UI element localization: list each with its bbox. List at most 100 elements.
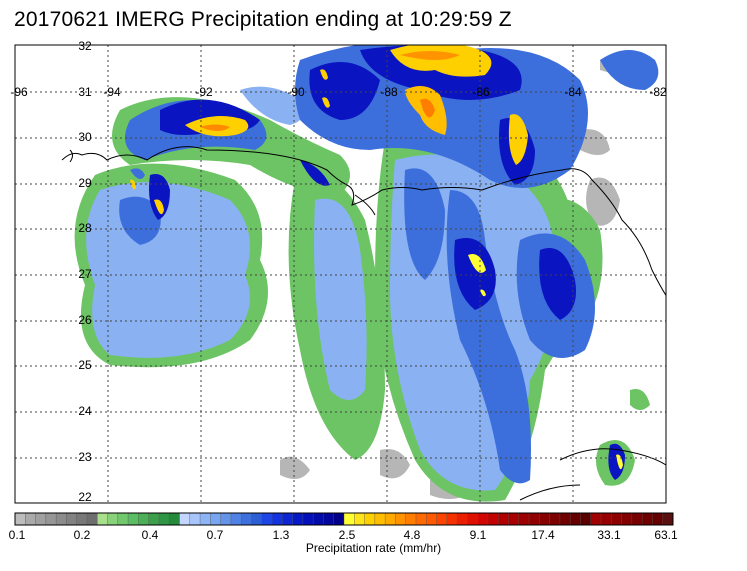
colorbar-frame <box>14 512 674 526</box>
lon-label: -94 <box>103 85 121 99</box>
colorbar-tick: 17.4 <box>531 528 555 542</box>
colorbar-cell <box>395 513 406 525</box>
colorbar-cell <box>529 513 540 525</box>
lon-label: -90 <box>287 85 305 99</box>
colorbar-cell <box>210 513 221 525</box>
colorbar-tick: 0.4 <box>141 528 159 542</box>
colorbar-cell <box>590 513 602 525</box>
colorbar-tick: 1.3 <box>272 528 290 542</box>
colorbar-cell <box>15 513 26 525</box>
lat-label: 24 <box>78 404 92 418</box>
lat-label: 32 <box>78 39 92 53</box>
colorbar-cell <box>457 513 468 525</box>
colorbar-cell <box>272 513 283 525</box>
colorbar <box>15 513 674 525</box>
grid-lines <box>15 45 666 503</box>
colorbar-cell <box>405 513 417 525</box>
colorbar-cell <box>323 513 335 525</box>
lat-label: 31 <box>78 85 92 99</box>
lon-label: -92 <box>195 85 213 99</box>
colorbar-cell <box>117 513 129 525</box>
map-title: 20170621 IMERG Precipitation ending at 1… <box>14 8 512 31</box>
colorbar-cell <box>292 513 304 525</box>
lat-label: 28 <box>78 221 92 235</box>
colorbar-cell <box>200 513 211 525</box>
colorbar-cell <box>642 513 653 525</box>
colorbar-cell <box>158 513 170 525</box>
longitude-labels: -96 -94 -92 -90 -88 -86 -84 -82 <box>10 85 667 99</box>
colorbar-cell <box>374 513 386 525</box>
colorbar-cell <box>631 513 643 525</box>
precipitation-field <box>61 45 666 502</box>
colorbar-cell <box>45 513 57 525</box>
lat-label: 26 <box>78 313 92 327</box>
colorbar-cell <box>333 513 345 525</box>
colorbar-cell <box>241 513 252 525</box>
colorbar-cell <box>611 513 622 525</box>
colorbar-cell <box>364 513 376 525</box>
colorbar-cell <box>467 513 478 525</box>
colorbar-cell <box>251 513 263 525</box>
colorbar-cell <box>97 513 108 525</box>
colorbar-tick: 4.8 <box>403 528 421 542</box>
colorbar-cell <box>539 513 550 525</box>
colorbar-units-label: Precipitation rate (mm/hr) <box>305 541 442 555</box>
colorbar-cell <box>56 513 67 525</box>
colorbar-cell <box>302 513 314 525</box>
colorbar-cell <box>415 513 427 525</box>
colorbar-cell <box>601 513 612 525</box>
coastlines <box>61 146 666 501</box>
colorbar-cell <box>652 513 664 525</box>
colorbar-cell <box>580 513 592 525</box>
colorbar-cell <box>66 513 77 525</box>
colorbar-tick: 63.1 <box>654 528 678 542</box>
colorbar-cell <box>138 513 149 525</box>
colorbar-tick: 0.2 <box>73 528 91 542</box>
colorbar-cell <box>518 513 530 525</box>
colorbar-cell <box>76 513 88 525</box>
lon-label: -84 <box>564 85 582 99</box>
colorbar-cell <box>621 513 633 525</box>
lon-label: -86 <box>472 85 490 99</box>
lat-label: 30 <box>78 130 92 144</box>
colorbar-cell <box>169 513 180 525</box>
lon-label: -82 <box>649 85 667 99</box>
lat-label: 27 <box>78 267 92 281</box>
lon-label: -96 <box>10 85 28 99</box>
colorbar-cell <box>313 513 324 525</box>
colorbar-tick: 0.1 <box>8 528 26 542</box>
lat-label: 25 <box>78 358 92 372</box>
colorbar-cell <box>549 513 561 525</box>
colorbar-cell <box>426 513 437 525</box>
colorbar-tick: 33.1 <box>597 528 621 542</box>
colorbar-cell <box>282 513 293 525</box>
colorbar-cell <box>25 513 36 525</box>
colorbar-cell <box>128 513 139 525</box>
lat-label: 22 <box>78 490 92 504</box>
colorbar-cell <box>354 513 365 525</box>
colorbar-cell <box>344 513 355 525</box>
lon-label: -88 <box>380 85 398 99</box>
map-frame <box>14 44 667 504</box>
colorbar-cell <box>107 513 119 525</box>
colorbar-tick: 0.7 <box>206 528 224 542</box>
lat-label: 29 <box>78 176 92 190</box>
lat-label: 23 <box>78 450 92 464</box>
colorbar-cell <box>508 513 520 525</box>
colorbar-cell <box>385 513 396 525</box>
colorbar-cell <box>570 513 581 525</box>
latitude-labels: 32 31 30 29 28 27 26 25 24 23 22 <box>78 39 92 504</box>
colorbar-cell <box>446 513 458 525</box>
colorbar-cell <box>477 513 489 525</box>
colorbar-cell <box>662 513 674 525</box>
colorbar-cell <box>559 513 571 525</box>
colorbar-cell <box>179 513 191 525</box>
colorbar-cell <box>86 513 98 525</box>
colorbar-cell <box>35 513 47 525</box>
colorbar-cell <box>230 513 242 525</box>
colorbar-tick: 2.5 <box>338 528 356 542</box>
colorbar-cell <box>498 513 509 525</box>
colorbar-cell <box>487 513 499 525</box>
colorbar-tick: 9.1 <box>469 528 487 542</box>
